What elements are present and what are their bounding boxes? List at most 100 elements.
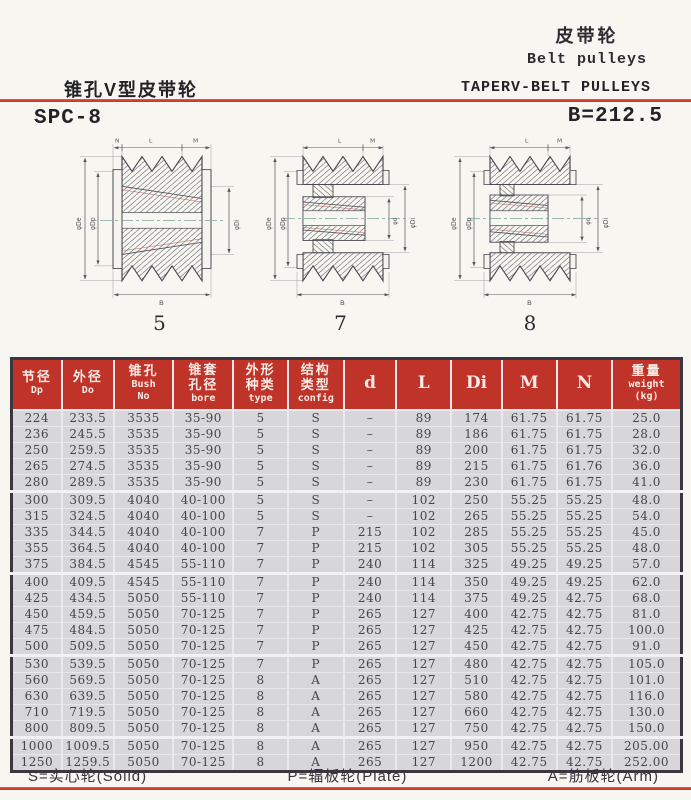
table-cell: 475 — [11, 621, 63, 639]
bottom-red-rule — [0, 787, 691, 790]
table-cell: 49.25 — [556, 571, 614, 591]
table-cell: P — [287, 653, 345, 673]
table-cell: 5 — [233, 441, 289, 459]
table-cell: 150.0 — [612, 719, 682, 738]
table-cell: 7 — [233, 571, 289, 591]
table-cell: 434.5 — [61, 589, 115, 607]
table-row: 630 639.5 5050 70-125 8 A 265 127 580 42.75 42.75 1… — [11, 687, 682, 705]
table-cell: 809.5 — [61, 719, 115, 738]
table-cell: 5 — [233, 457, 289, 475]
table-cell: 127 — [396, 671, 453, 689]
table-cell: P — [287, 589, 345, 607]
table-cell: 70-125 — [173, 753, 235, 772]
dim-label: φDi — [409, 218, 418, 229]
table-cell: 569.5 — [61, 671, 115, 689]
web-plate-bottom — [312, 239, 334, 254]
table-row: 236 245.5 3535 35-90 5 S –89 186 61.75 61.75 28.0 — [11, 425, 682, 443]
left-flange — [112, 169, 123, 269]
drawing-type-label: 5 — [153, 311, 166, 335]
table-row: 500 509.5 5050 70-125 7 P 265 127 450 42.75 42.75 9… — [11, 637, 682, 656]
table-cell: 240 — [343, 571, 398, 591]
table-cell: 750 — [451, 719, 503, 738]
rim-side-tabs — [483, 170, 577, 269]
table-cell: 265 — [343, 653, 398, 673]
dim-label: M — [557, 139, 562, 145]
table-cell: 42.75 — [556, 687, 614, 705]
table-cell: 425 — [11, 589, 63, 607]
table-cell: 49.25 — [501, 589, 558, 607]
table-cell: – — [343, 489, 398, 509]
table-cell: 89 — [396, 473, 453, 492]
table-cell: – — [343, 473, 398, 492]
table-cell: 409.5 — [61, 571, 115, 591]
table-cell: 375 — [11, 555, 63, 574]
table-cell: 5 — [233, 409, 289, 427]
table-cell: 4040 — [113, 539, 175, 557]
table-cell: 265 — [343, 605, 398, 623]
column-header: 重量 weight (kg) — [612, 358, 682, 411]
table-cell: 710 — [11, 703, 63, 721]
table-cell: 42.75 — [556, 589, 614, 607]
legend-arm: A=筋板轮(Arm) — [547, 768, 659, 785]
table-cell: 1200 — [451, 753, 503, 772]
table-cell: 274.5 — [61, 457, 115, 475]
table-cell: P — [287, 523, 345, 541]
table-cell: 8 — [233, 735, 289, 755]
page-title-cn: 皮带轮 — [555, 26, 619, 46]
table-cell: 35-90 — [173, 425, 235, 443]
section-heading-en: TAPERV-BELT PULLEYS — [460, 79, 651, 96]
dim-label: L — [525, 139, 529, 145]
table-cell: 500 — [11, 637, 63, 656]
solid-pulley-section-drawing: φDe φDp φDi N L M B — [75, 139, 242, 307]
table-cell: 215 — [343, 539, 398, 557]
table-cell: 55-110 — [173, 571, 235, 591]
table-cell: 42.75 — [501, 703, 558, 721]
dim-label: φd — [393, 218, 399, 225]
table-cell: 130.0 — [612, 703, 682, 721]
dim-label: φDi — [602, 218, 611, 229]
table-cell: S — [287, 409, 345, 427]
table-cell: S — [287, 441, 345, 459]
dim-label: L — [149, 139, 153, 145]
table-cell: 61.75 — [501, 473, 558, 492]
table-cell: 5050 — [113, 621, 175, 639]
table-cell: P — [287, 605, 345, 623]
table-cell: 89 — [396, 441, 453, 459]
table-cell: 42.75 — [501, 637, 558, 656]
table-cell: 114 — [396, 589, 453, 607]
dim-label: B — [340, 300, 345, 307]
table-cell: 70-125 — [173, 671, 235, 689]
table-cell: 57.0 — [612, 555, 682, 574]
table-cell: 265 — [343, 687, 398, 705]
drawing-type-label: 7 — [334, 311, 347, 335]
table-cell: 1250 — [11, 753, 63, 772]
dim-label: φDe — [450, 218, 459, 230]
top-red-rule — [0, 99, 691, 102]
table-row: 425 434.5 5050 55-110 7 P 240 114 375 49.25 42.75 6… — [11, 589, 682, 607]
table-cell: 484.5 — [61, 621, 115, 639]
table-cell: 68.0 — [612, 589, 682, 607]
dim-label: φd — [586, 218, 592, 225]
table-cell: 61.75 — [501, 441, 558, 459]
table-cell: 800 — [11, 719, 63, 738]
table-cell: 250 — [11, 441, 63, 459]
table-cell: 42.75 — [556, 719, 614, 738]
table-cell: 127 — [396, 735, 453, 755]
table-cell: 285 — [451, 523, 503, 541]
table-cell: 3535 — [113, 409, 175, 427]
table-cell: 265 — [11, 457, 63, 475]
table-cell: 89 — [396, 425, 453, 443]
table-row: 530 539.5 5050 70-125 7 P 265 127 480 42.75 42.75 1… — [11, 653, 682, 673]
table-cell: 265 — [343, 703, 398, 721]
dim-label: φDp — [465, 217, 474, 230]
column-header: 外形 种类 type — [233, 358, 289, 411]
table-cell: 315 — [11, 507, 63, 525]
bore-hole — [489, 210, 549, 226]
table-cell: 101.0 — [612, 671, 682, 689]
table-cell: 5050 — [113, 589, 175, 607]
table-cell: 450 — [11, 605, 63, 623]
arm-rib-top — [499, 184, 515, 197]
table-cell: 4545 — [113, 555, 175, 574]
table-cell: 1009.5 — [61, 735, 115, 755]
pulley-drawing-solid: φDe φDp φDi N L M B 5 — [52, 132, 267, 335]
